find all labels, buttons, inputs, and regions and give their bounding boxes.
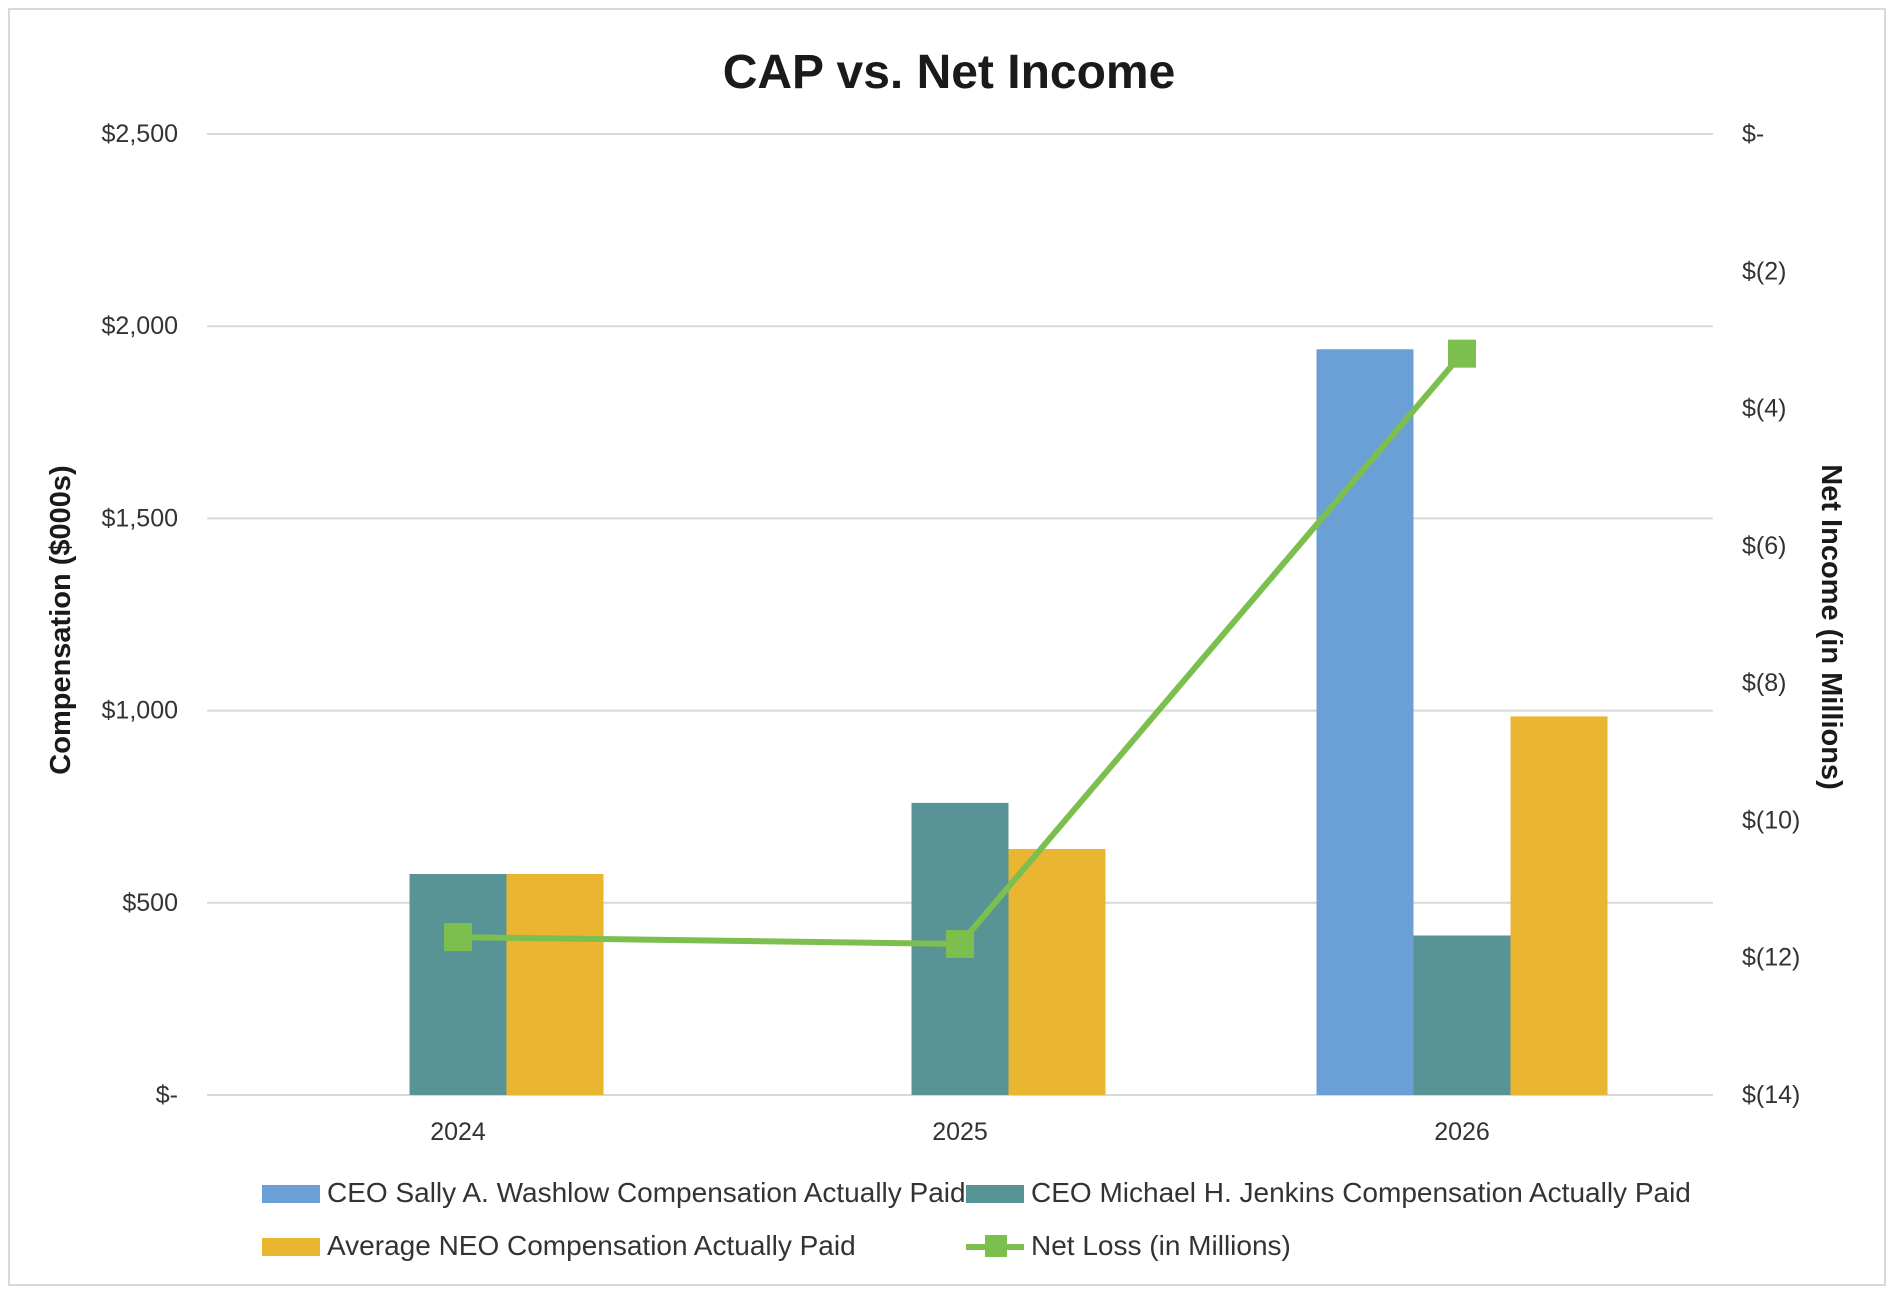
y2-tick-label-0: $-: [1742, 120, 1764, 148]
y2-tick-label-6: $(12): [1742, 944, 1800, 972]
y2-tick-label-3: $(6): [1742, 532, 1786, 560]
bar-series2-2024: [506, 873, 604, 1095]
legend-swatch-0: [262, 1185, 320, 1203]
bar-series1-2024: [409, 873, 507, 1095]
x-tick-label-2024: 2024: [430, 1118, 486, 1146]
bar-series1-2026: [1413, 935, 1511, 1095]
bar-series2-2026: [1510, 716, 1608, 1095]
y-tick-label-5: $2,500: [102, 120, 178, 148]
y2-tick-label-2: $(4): [1742, 395, 1786, 423]
chart-svg: CAP vs. Net Income $- $500 $1,000 $1,500 $2,…: [45, 46, 1847, 1261]
chart-title: CAP vs. Net Income: [723, 46, 1176, 99]
legend-label-0: CEO Sally A. Washlow Compensation Actual…: [327, 1177, 966, 1208]
legend: CEO Sally A. Washlow Compensation Actual…: [262, 1177, 1691, 1261]
y-tick-label-2: $1,000: [102, 697, 178, 725]
x-tick-label-2025: 2025: [932, 1118, 988, 1146]
net-loss-marker-2025: [946, 929, 974, 958]
bar-series0-2026: [1316, 349, 1414, 1095]
y-tick-label-0: $-: [156, 1081, 178, 1109]
y2-tick-label-7: $(14): [1742, 1081, 1800, 1109]
legend-swatch-marker-3: [985, 1235, 1007, 1257]
left-axis-ticks: $- $500 $1,000 $1,500 $2,000 $2,500: [102, 120, 178, 1109]
bar-series2-2025: [1008, 848, 1106, 1095]
chart-frame: CAP vs. Net Income $- $500 $1,000 $1,500 $2,…: [8, 8, 1886, 1286]
legend-label-3: Net Loss (in Millions): [1031, 1230, 1291, 1261]
net-loss-line-group: [444, 339, 1476, 958]
legend-swatch-1: [966, 1185, 1024, 1203]
y2-tick-label-4: $(8): [1742, 669, 1786, 697]
legend-label-2: Average NEO Compensation Actually Paid: [327, 1230, 856, 1261]
legend-swatch-2: [262, 1238, 320, 1256]
y-axis-title: Compensation ($000s): [45, 465, 77, 774]
y2-tick-label-5: $(10): [1742, 806, 1800, 834]
legend-label-1: CEO Michael H. Jenkins Compensation Actu…: [1031, 1177, 1691, 1208]
y2-tick-label-1: $(2): [1742, 257, 1786, 285]
x-tick-label-2026: 2026: [1434, 1118, 1490, 1146]
y-tick-label-3: $1,500: [102, 504, 178, 532]
x-axis-ticks: 2024 2025 2026: [430, 1118, 1490, 1146]
bars-group: [409, 349, 1608, 1095]
net-loss-marker-2026: [1448, 339, 1476, 368]
net-loss-marker-2024: [444, 923, 472, 952]
right-axis-ticks: $- $(2) $(4) $(6) $(8) $(10) $(12) $(14): [1742, 120, 1800, 1109]
y-tick-label-4: $2,000: [102, 312, 178, 340]
y2-axis-title: Net Income (in Millions): [1815, 464, 1847, 789]
y-tick-label-1: $500: [122, 889, 178, 917]
